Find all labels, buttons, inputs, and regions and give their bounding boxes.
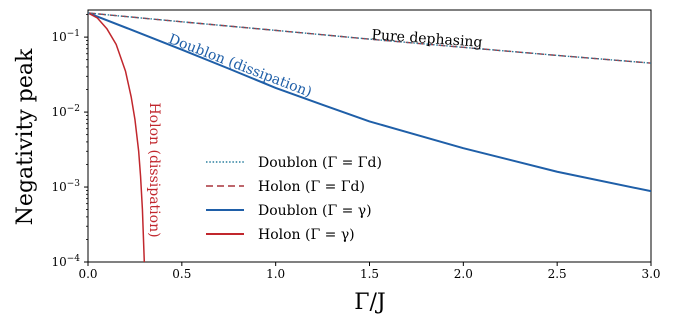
y-tick-label: 10−4 [51,254,80,269]
series-line-3 [88,12,651,193]
series-line-4 [88,12,146,262]
annotation-holon-dissipation: Holon (dissipation) [146,102,162,237]
legend-label-4: Holon (Γ = γ) [258,227,355,243]
legend-label-3: Doublon (Γ = γ) [258,203,372,219]
y-axis-title: Negativity peak [13,48,38,225]
x-tick-label: 0.5 [172,267,191,281]
y-tick-label: 10−1 [51,29,80,44]
x-axis-title: Γ/J [354,290,386,315]
legend-label-1: Doublon (Γ = Γd) [258,155,382,171]
annotation-doublon-dissipation: Doublon (dissipation) [166,31,314,100]
x-tick-label: 2.5 [548,267,567,281]
x-axis: 0.0 0.5 1.0 1.5 2.0 2.5 3.0 [78,262,661,281]
x-tick-label: 0.0 [78,267,97,281]
x-tick-label: 3.0 [641,267,660,281]
y-tick-label: 10−3 [51,179,80,194]
x-tick-label: 1.5 [360,267,379,281]
annotation-pure-dephasing: Pure dephasing [371,27,483,51]
series-layer [88,12,651,262]
x-tick-label: 2.0 [454,267,473,281]
x-tick-label: 1.0 [266,267,285,281]
y-axis: 10−1 10−2 10−3 10−4 [51,14,88,269]
legend-label-2: Holon (Γ = Γd) [258,179,365,195]
legend: Doublon (Γ = Γd) Holon (Γ = Γd) Doublon (Γ… [206,155,382,243]
series-line-2 [88,12,651,64]
y-tick-label: 10−2 [51,104,80,119]
